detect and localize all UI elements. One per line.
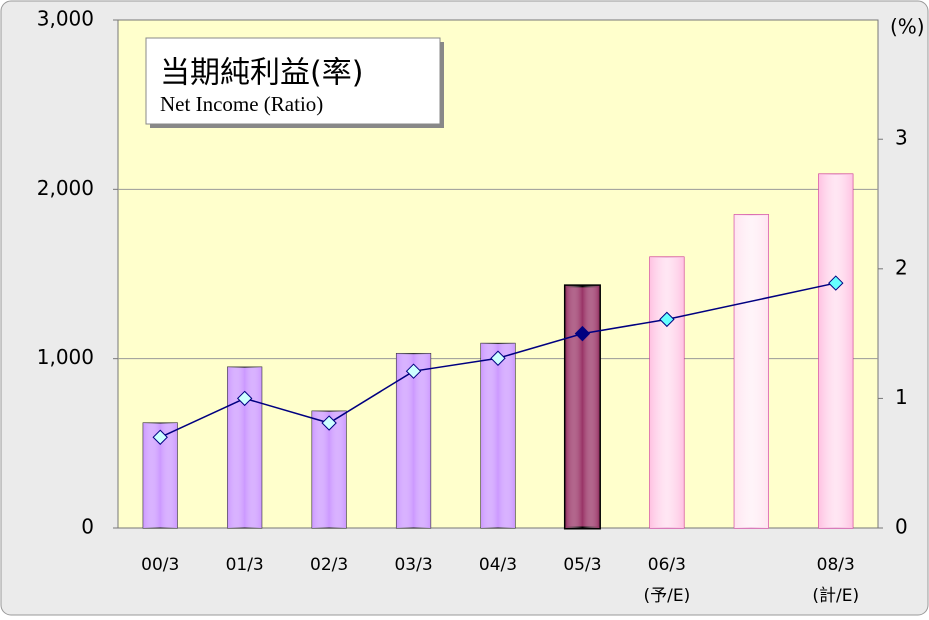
y2-tick-label: 2 [895, 255, 908, 279]
chart-title: 当期純利益(率) [160, 56, 363, 91]
ratio-marker [574, 325, 591, 342]
ratio-marker [152, 429, 168, 445]
x-tick-label: 03/3 [394, 555, 432, 575]
chart-subtitle: Net Income (Ratio) [160, 92, 323, 116]
ratio-marker [405, 363, 422, 379]
x-tick-label: 02/3 [310, 555, 348, 575]
x-tick-label: 01/3 [226, 555, 264, 575]
ratio-line [159, 282, 836, 438]
bar-shine [396, 353, 431, 528]
x-tick-label: 00/3 [141, 555, 179, 575]
ratio-marker [321, 415, 337, 431]
bar-shine [734, 214, 769, 528]
bar-shine [481, 343, 515, 528]
y2-tick-label: 1 [895, 385, 908, 409]
x-tick-label: 06/3 [648, 555, 686, 575]
title-box [145, 37, 441, 125]
bar-shine [649, 257, 684, 528]
x-tick-label: (計/E) [812, 586, 859, 606]
y-tick-label: 0 [81, 515, 94, 539]
x-tick-label: 04/3 [479, 555, 517, 575]
ratio-marker [828, 275, 844, 291]
x-tick-label: 08/3 [817, 555, 855, 575]
y2-tick-label: 0 [895, 515, 908, 539]
x-tick-label: (予/E) [644, 586, 691, 606]
bar-shine [818, 174, 853, 529]
y2-tick-label: 3 [895, 126, 908, 150]
y-tick-label: 2,000 [37, 176, 94, 200]
bar-shine [565, 285, 600, 528]
ratio-marker [490, 350, 506, 366]
y-tick-label: 3,000 [37, 7, 94, 31]
x-tick-label: 05/3 [563, 555, 601, 575]
ratio-marker [236, 390, 253, 407]
ratio-marker [659, 311, 675, 328]
y-tick-label: 1,000 [37, 345, 94, 369]
y2-axis-label: (%) [890, 15, 925, 39]
